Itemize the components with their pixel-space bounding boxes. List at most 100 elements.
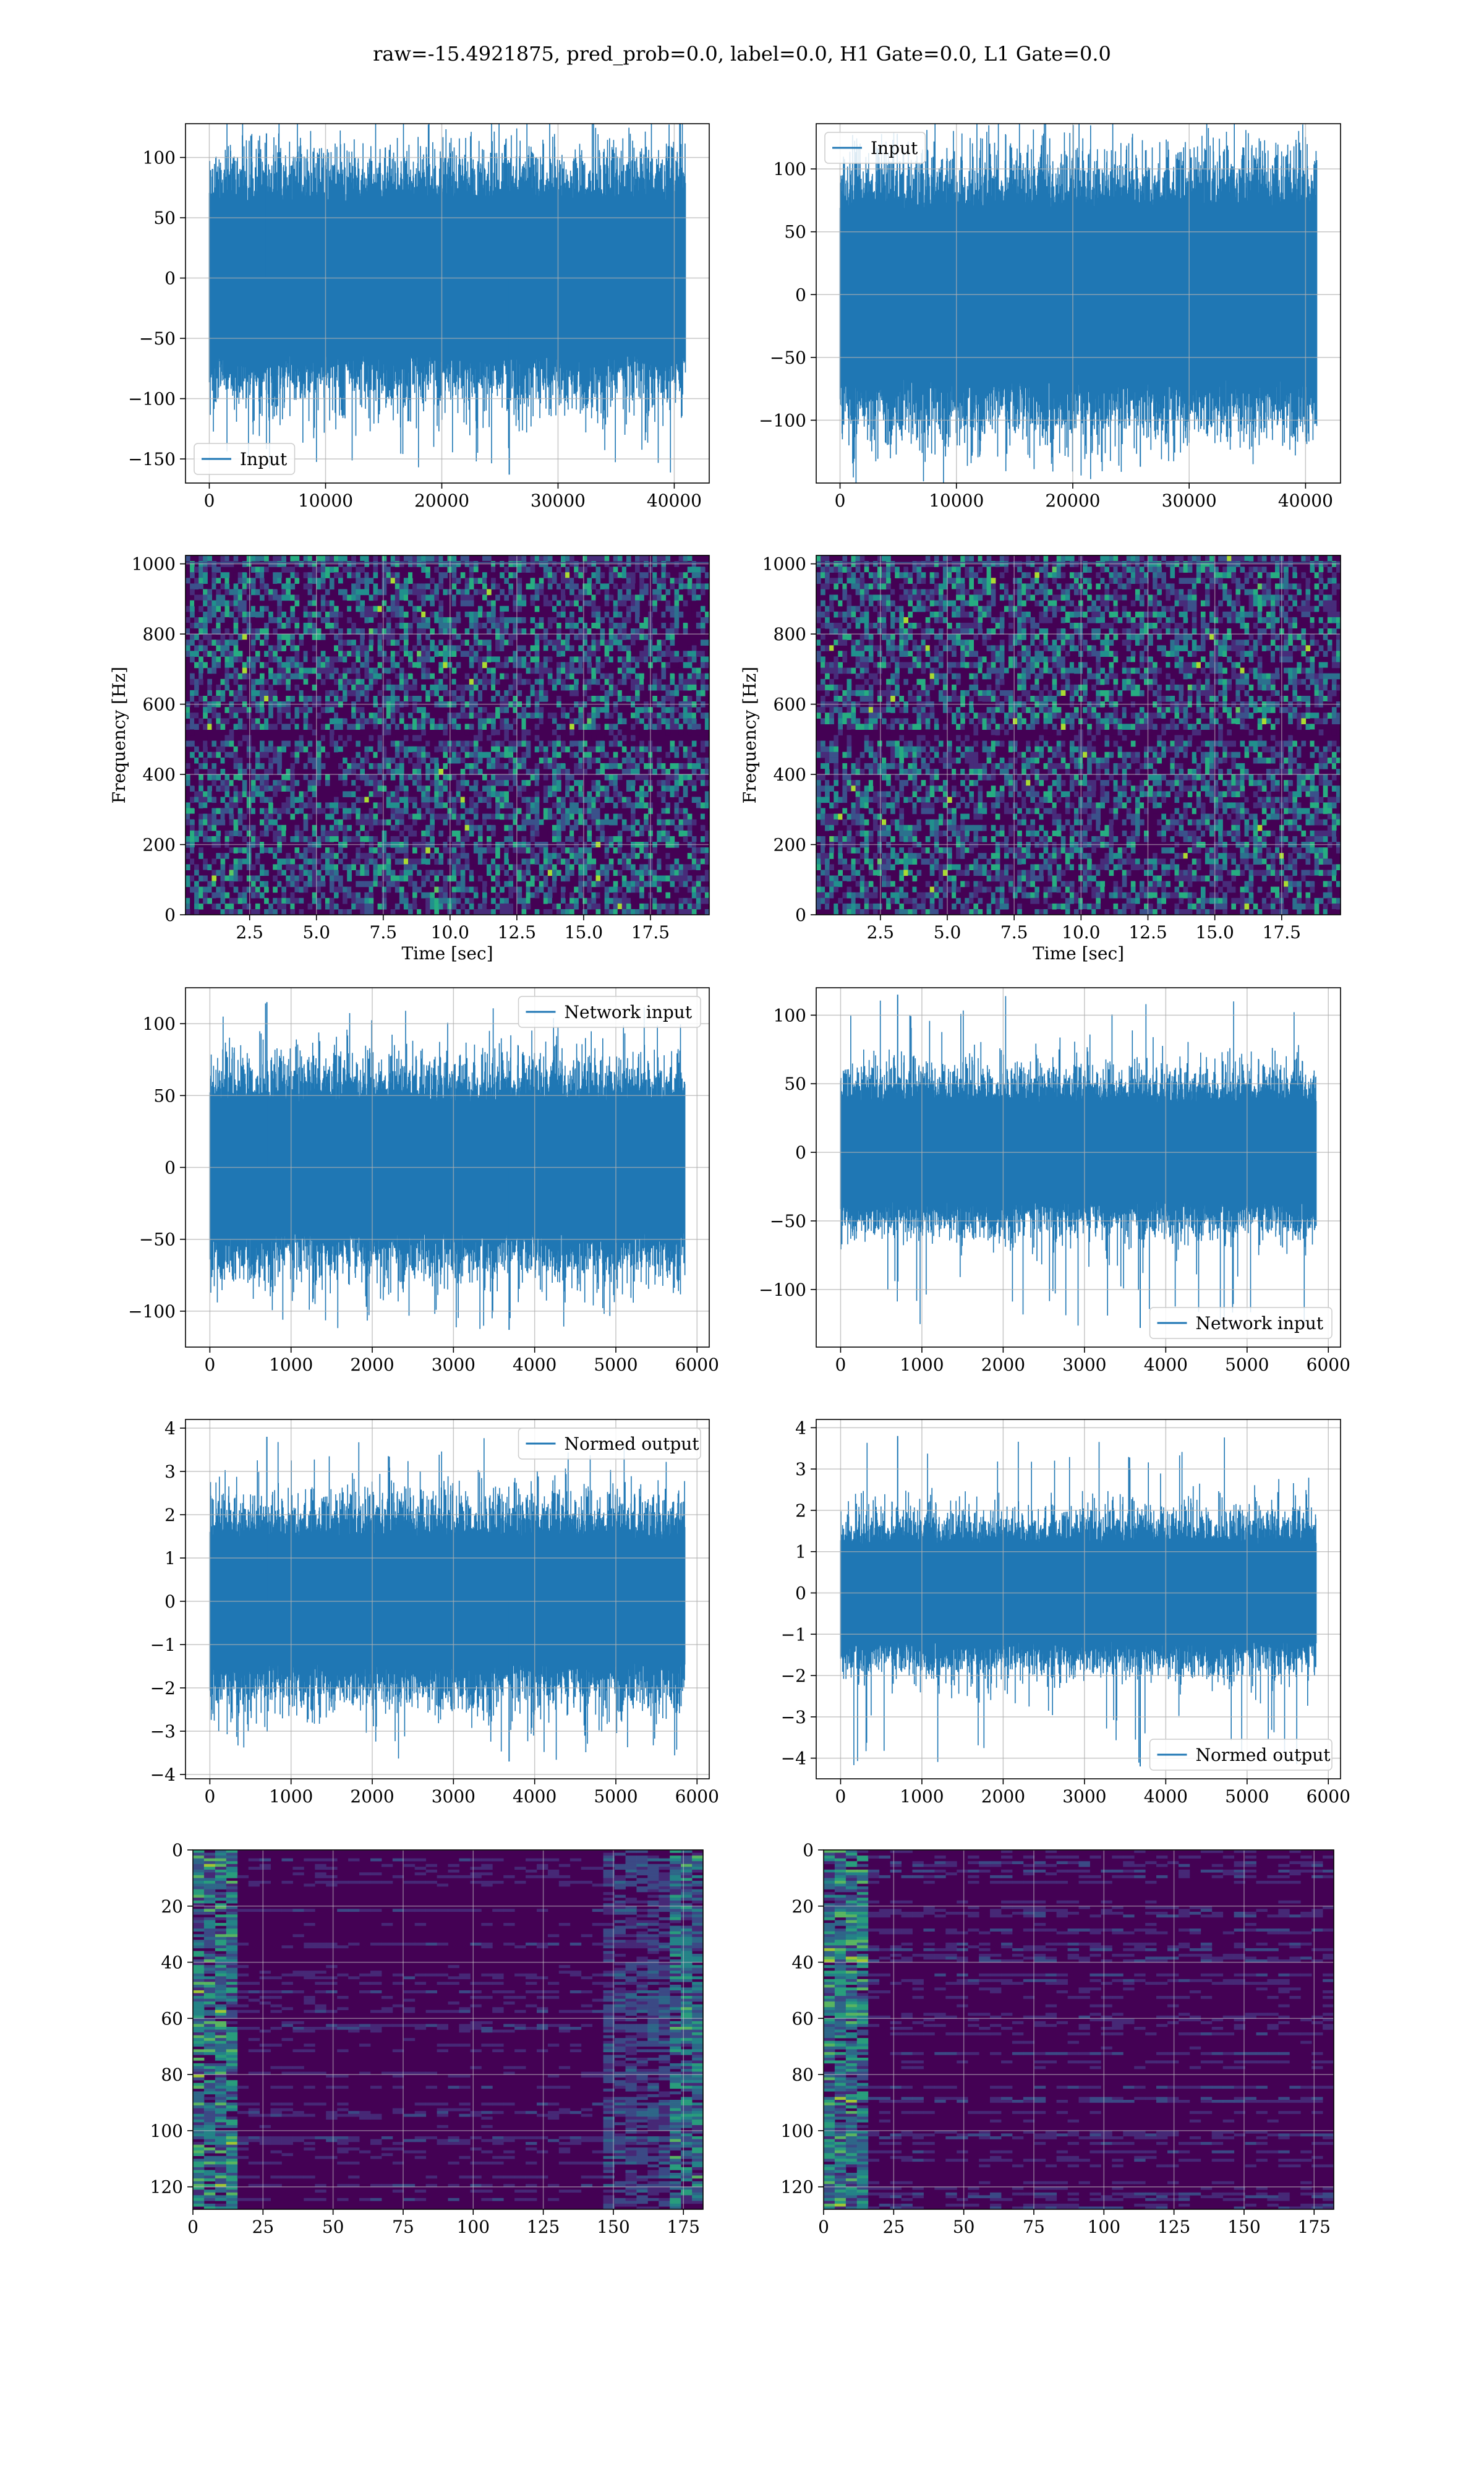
spectrogram-cell xyxy=(700,757,706,764)
spectrogram-cell xyxy=(303,847,309,854)
spectrogram-cell xyxy=(412,769,417,775)
spectrogram-cell xyxy=(657,645,662,651)
spectrogram-cell xyxy=(639,864,644,870)
spectrogram-cell xyxy=(587,808,592,815)
spectrogram-cell xyxy=(683,740,688,747)
spectrogram-cell xyxy=(552,746,557,753)
spectrogram-cell xyxy=(608,690,614,696)
spectrogram-cell xyxy=(639,583,644,590)
spectrogram-cell xyxy=(343,567,348,573)
spectrogram-cell xyxy=(652,589,657,596)
spectrogram-cell xyxy=(582,808,587,815)
spectrogram-cell xyxy=(487,757,492,764)
spectrogram-cell xyxy=(491,763,496,769)
spectrogram-cell xyxy=(504,606,509,612)
spectrogram-cell xyxy=(696,757,701,764)
spectrogram-cell xyxy=(351,802,356,809)
spectrogram-cell xyxy=(482,724,487,730)
spectrogram-cell xyxy=(194,678,199,685)
spectrogram-cell xyxy=(246,847,252,854)
spectrogram-cell xyxy=(504,611,509,618)
spectrogram-cell xyxy=(582,864,587,870)
spectrogram-cell xyxy=(635,583,640,590)
spectrogram-cell xyxy=(816,640,821,646)
spectrogram-cell xyxy=(312,628,317,635)
spectrogram-cell xyxy=(294,853,300,859)
spectrogram-cell xyxy=(290,583,296,590)
spectrogram-cell xyxy=(700,886,706,893)
spectrogram-cell xyxy=(194,713,199,719)
spectrogram-cell xyxy=(250,617,256,623)
spectrogram-cell xyxy=(482,594,487,601)
spectrogram-cell xyxy=(294,628,300,635)
spectrogram-cell xyxy=(604,678,610,685)
spectrogram-cell xyxy=(246,707,252,713)
spectrogram-cell xyxy=(574,819,579,826)
spectrogram-cell xyxy=(600,870,605,876)
spectrogram-cell xyxy=(286,802,291,809)
spectrogram-cell xyxy=(430,673,435,680)
spectrogram-cell xyxy=(268,611,273,618)
spectrogram-cell xyxy=(369,606,374,612)
spectrogram-cell xyxy=(434,690,439,696)
spectrogram-cell xyxy=(329,600,335,607)
spectrogram-cell xyxy=(691,847,697,854)
spectrogram-cell xyxy=(547,555,553,562)
spectrogram-cell xyxy=(621,572,627,578)
spectrogram-cell xyxy=(665,634,671,640)
spectrogram-cell xyxy=(543,594,548,601)
spectrogram-cell xyxy=(430,757,435,764)
y-tick-label: −50 xyxy=(139,328,176,349)
x-tick-label: 0 xyxy=(835,490,846,511)
spectrogram-cell xyxy=(652,780,657,786)
spectrogram-cell xyxy=(412,903,417,910)
spectrogram-cell xyxy=(320,735,326,742)
spectrogram-cell xyxy=(626,769,631,775)
spectrogram-cell xyxy=(530,797,535,803)
spectrogram-cell xyxy=(382,651,387,657)
spectrogram-cell xyxy=(216,808,221,815)
spectrogram-cell xyxy=(286,673,291,680)
spectrogram-cell xyxy=(600,673,605,680)
spectrogram-cell xyxy=(561,651,566,657)
spectrogram-cell xyxy=(190,713,195,719)
spectrogram-cell xyxy=(652,673,657,680)
spectrogram-cell xyxy=(565,819,570,826)
spectrogram-cell xyxy=(207,707,212,713)
spectrogram-cell xyxy=(425,847,430,854)
spectrogram-cell xyxy=(194,696,199,702)
spectrogram-cell xyxy=(691,909,697,915)
spectrogram-cell xyxy=(569,729,574,736)
spectrogram-cell xyxy=(451,600,457,607)
spectrogram-cell xyxy=(430,819,435,826)
spectrogram-cell xyxy=(307,858,313,865)
spectrogram-cell xyxy=(604,673,610,680)
spectrogram-cell xyxy=(194,690,199,696)
spectrogram-cell xyxy=(595,769,601,775)
spectrogram-cell xyxy=(661,836,667,842)
spectrogram-cell xyxy=(186,583,190,590)
spectrogram-cell xyxy=(343,600,348,607)
spectrogram-cell xyxy=(364,909,370,915)
spectrogram-cell xyxy=(369,797,374,803)
spectrogram-cell xyxy=(582,830,587,837)
spectrogram-cell xyxy=(290,757,296,764)
spectrogram-cell xyxy=(237,897,243,904)
spectrogram-cell xyxy=(508,886,513,893)
spectrogram-cell xyxy=(299,662,304,669)
spectrogram-cell xyxy=(237,578,243,584)
spectrogram-cell xyxy=(224,802,230,809)
spectrogram-cell xyxy=(237,892,243,899)
spectrogram-cell xyxy=(696,774,701,781)
spectrogram-cell xyxy=(325,622,330,629)
spectrogram-cell xyxy=(364,797,370,803)
spectrogram-cell xyxy=(250,875,256,882)
spectrogram-cell xyxy=(307,813,313,820)
spectrogram-cell xyxy=(338,678,343,685)
spectrogram-cell xyxy=(356,684,360,691)
spectrogram-cell xyxy=(434,757,439,764)
spectrogram-cell xyxy=(299,634,304,640)
spectrogram-cell xyxy=(303,780,309,786)
spectrogram-cell xyxy=(631,769,636,775)
spectrogram-cell xyxy=(360,909,365,915)
